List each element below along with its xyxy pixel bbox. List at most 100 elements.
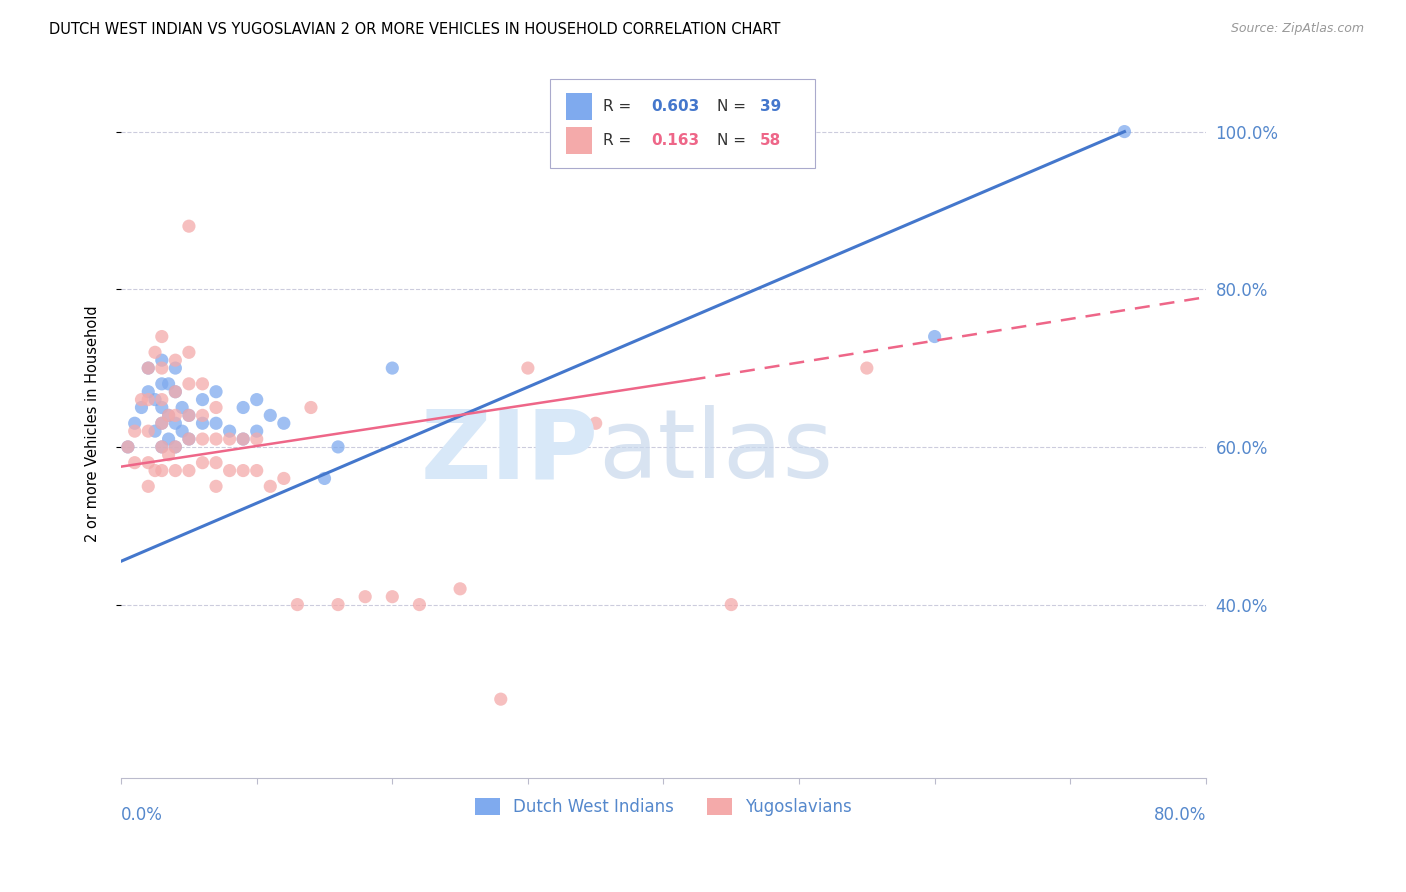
Point <box>165 417 187 431</box>
Point <box>165 353 187 368</box>
Point <box>326 440 349 454</box>
Point <box>449 582 471 596</box>
Point <box>165 440 187 454</box>
FancyBboxPatch shape <box>550 79 815 168</box>
Point <box>157 448 180 462</box>
Point <box>177 345 200 359</box>
Y-axis label: 2 or more Vehicles in Household: 2 or more Vehicles in Household <box>86 305 100 541</box>
Text: 0.603: 0.603 <box>651 99 700 114</box>
Point <box>136 479 159 493</box>
Point <box>191 417 214 431</box>
Point <box>143 392 166 407</box>
Point <box>246 432 269 446</box>
Point <box>287 598 309 612</box>
Point <box>165 409 187 423</box>
Point <box>143 345 166 359</box>
Point <box>150 464 173 478</box>
Point <box>218 464 240 478</box>
Point <box>177 432 200 446</box>
Point <box>165 440 187 454</box>
Point <box>165 361 187 376</box>
Point <box>124 424 146 438</box>
Point <box>299 401 322 415</box>
Point <box>191 456 214 470</box>
Point <box>205 417 228 431</box>
Point <box>205 479 228 493</box>
Point <box>177 464 200 478</box>
Text: R =: R = <box>603 99 631 114</box>
Point <box>720 598 742 612</box>
Point <box>273 471 295 485</box>
Point <box>150 440 173 454</box>
Point <box>516 361 538 376</box>
Point <box>246 392 269 407</box>
Point <box>150 440 173 454</box>
Point <box>150 353 173 368</box>
Point <box>150 392 173 407</box>
Point <box>150 361 173 376</box>
Point <box>150 417 173 431</box>
Point <box>136 361 159 376</box>
Point <box>172 424 194 438</box>
Point <box>157 409 180 423</box>
Point <box>218 424 240 438</box>
Point <box>205 432 228 446</box>
Point <box>157 409 180 423</box>
Point <box>232 432 254 446</box>
Point <box>259 409 281 423</box>
Point <box>150 329 173 343</box>
Point <box>172 401 194 415</box>
Point <box>232 432 254 446</box>
Point <box>136 424 159 438</box>
Point <box>218 432 240 446</box>
Point <box>157 432 180 446</box>
Point <box>177 432 200 446</box>
Point <box>232 464 254 478</box>
Point <box>177 409 200 423</box>
Point <box>165 464 187 478</box>
Point <box>1114 125 1136 139</box>
Point <box>136 456 159 470</box>
Point <box>205 384 228 399</box>
Point <box>177 409 200 423</box>
Text: atlas: atlas <box>599 405 834 498</box>
Point <box>143 424 166 438</box>
Point <box>354 590 377 604</box>
Text: ZIP: ZIP <box>420 405 599 498</box>
Text: R =: R = <box>603 133 631 148</box>
Text: DUTCH WEST INDIAN VS YUGOSLAVIAN 2 OR MORE VEHICLES IN HOUSEHOLD CORRELATION CHA: DUTCH WEST INDIAN VS YUGOSLAVIAN 2 OR MO… <box>49 22 780 37</box>
Point <box>177 219 200 234</box>
Point <box>191 376 214 391</box>
Text: N =: N = <box>717 99 745 114</box>
Point <box>924 329 946 343</box>
Point <box>326 598 349 612</box>
Point <box>191 409 214 423</box>
Text: 80.0%: 80.0% <box>1153 806 1206 824</box>
Point <box>314 471 336 485</box>
Text: 58: 58 <box>761 133 782 148</box>
Point <box>177 376 200 391</box>
Point <box>585 417 607 431</box>
Point <box>124 456 146 470</box>
Point <box>136 361 159 376</box>
Text: Source: ZipAtlas.com: Source: ZipAtlas.com <box>1230 22 1364 36</box>
FancyBboxPatch shape <box>565 127 592 153</box>
Text: 39: 39 <box>761 99 782 114</box>
Point <box>191 392 214 407</box>
Point <box>136 392 159 407</box>
Point <box>165 384 187 399</box>
Point <box>273 417 295 431</box>
Point <box>143 464 166 478</box>
Point <box>205 401 228 415</box>
Point <box>489 692 512 706</box>
FancyBboxPatch shape <box>565 94 592 120</box>
Point <box>117 440 139 454</box>
Point <box>124 417 146 431</box>
Point <box>408 598 430 612</box>
Point <box>856 361 879 376</box>
Point <box>157 376 180 391</box>
Point <box>381 590 404 604</box>
Legend: Dutch West Indians, Yugoslavians: Dutch West Indians, Yugoslavians <box>468 791 859 823</box>
Point <box>165 384 187 399</box>
Text: 0.163: 0.163 <box>651 133 700 148</box>
